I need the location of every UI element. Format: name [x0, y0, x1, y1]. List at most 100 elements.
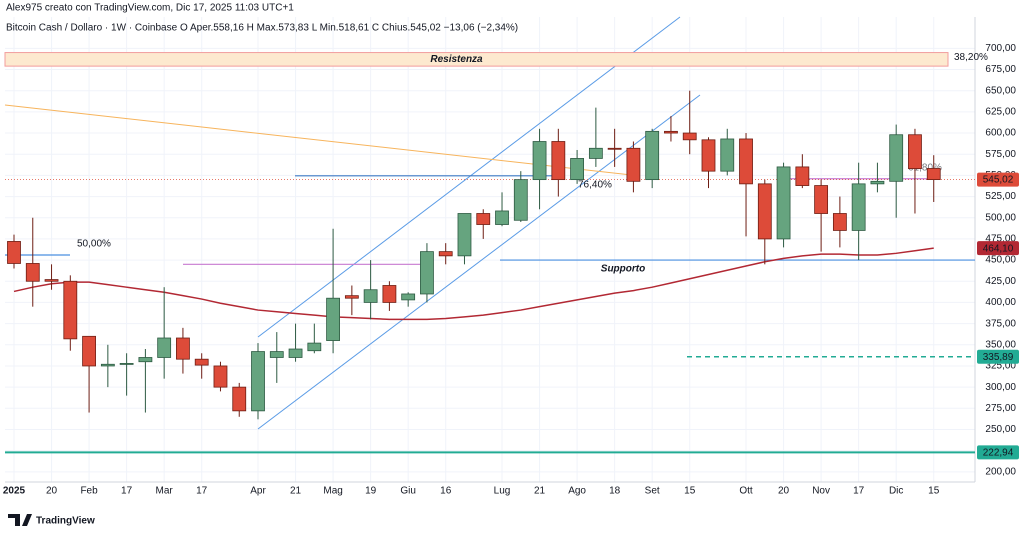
y-tick-label: 650,00	[985, 85, 1016, 96]
price-label: 222,94	[983, 448, 1014, 459]
candle-body	[701, 139, 716, 172]
level-label: 61,80%	[908, 162, 942, 173]
x-tick-label: Ago	[568, 486, 586, 497]
x-tick-label: 2025	[3, 486, 26, 497]
x-tick-label: Dic	[889, 486, 903, 497]
candle-body	[382, 285, 397, 303]
logo-icon	[8, 514, 32, 526]
candle-body	[513, 179, 528, 221]
candle-body	[100, 363, 115, 367]
resistance-zone	[4, 52, 949, 67]
candle-body	[776, 166, 791, 240]
candle-body	[626, 147, 641, 182]
level-label: Supporto	[601, 264, 645, 275]
candle-body	[570, 158, 584, 181]
y-tick-label: 300,00	[985, 382, 1016, 393]
candle-body	[63, 280, 78, 340]
x-tick-label: 20	[46, 486, 58, 497]
x-tick-label: Nov	[812, 486, 830, 497]
x-tick-label: Apr	[250, 486, 266, 497]
candle-body	[795, 166, 810, 186]
y-tick-label: 325,00	[985, 361, 1016, 372]
candle-body	[251, 351, 265, 412]
y-tick-label: 400,00	[985, 297, 1016, 308]
candle-body	[344, 295, 359, 299]
y-tick-label: 450,00	[985, 255, 1016, 266]
y-tick-label: 350,00	[985, 339, 1016, 350]
fib-label: 38,20%	[954, 52, 988, 63]
x-tick-label: Feb	[80, 486, 98, 497]
candle-body	[457, 213, 472, 257]
candle-body	[720, 138, 735, 172]
header: Alex975 creato con TradingView.com, Dic …	[6, 3, 294, 14]
candle-body	[926, 168, 941, 181]
y-tick-label: 575,00	[985, 149, 1016, 160]
candle-body	[307, 342, 322, 352]
level-label: 76,40%	[578, 179, 612, 190]
logo-text: TradingView	[36, 516, 95, 527]
y-tick-label: 625,00	[985, 107, 1016, 118]
x-tick-label: 19	[365, 486, 377, 497]
x-tick-label: 15	[684, 486, 696, 497]
x-tick-label: Lug	[494, 486, 511, 497]
x-tick-label: 15	[928, 486, 940, 497]
price-label: 545,02	[983, 175, 1014, 186]
x-tick-label: Ott	[739, 486, 753, 497]
candle-body	[7, 241, 21, 264]
candle-body	[682, 132, 697, 141]
x-tick-label: 20	[778, 486, 790, 497]
y-tick-label: 675,00	[985, 64, 1016, 75]
candle-body	[438, 251, 453, 257]
candle-body	[44, 279, 59, 282]
candle-body	[194, 358, 209, 366]
candle-body	[25, 263, 40, 282]
candle-body	[832, 213, 847, 231]
candle-body	[607, 147, 622, 150]
price-label-box	[977, 445, 1019, 460]
y-tick-label: 275,00	[985, 403, 1016, 414]
candle-body	[401, 293, 416, 301]
level-label: 50,00%	[77, 239, 111, 250]
x-tick-label: Mag	[323, 486, 342, 497]
y-tick-label: 375,00	[985, 318, 1016, 329]
y-tick-label: 475,00	[985, 234, 1016, 245]
candle-body	[814, 185, 829, 214]
y-tick-label: 425,00	[985, 276, 1016, 287]
y-tick-label: 500,00	[985, 212, 1016, 223]
y-tick-label: 525,00	[985, 191, 1016, 202]
channel-upper	[257, 16, 681, 338]
candle-body	[588, 147, 603, 159]
x-tick-label: Set	[645, 486, 660, 497]
moving-average	[13, 247, 934, 321]
price-label-box	[977, 172, 1019, 187]
candle-body	[119, 363, 134, 365]
x-tick-label: Mar	[156, 486, 174, 497]
x-tick-label: 18	[609, 486, 621, 497]
candle-body	[664, 130, 678, 134]
price-label: 464,10	[983, 243, 1014, 254]
candle-body	[532, 141, 547, 181]
candle-body	[138, 357, 153, 363]
x-tick-label: 17	[196, 486, 208, 497]
candle-body	[232, 386, 247, 412]
x-tick-label: 17	[121, 486, 133, 497]
candle-body	[739, 138, 753, 185]
candle-body	[757, 183, 772, 240]
candle-body	[645, 130, 660, 181]
price-label: 335,89	[983, 352, 1014, 363]
candle-body	[551, 141, 566, 181]
x-tick-label: 21	[290, 486, 302, 497]
candle-body	[851, 183, 866, 231]
price-label-box	[977, 241, 1019, 256]
zone-label: Resistenza	[430, 54, 483, 65]
price-label-box	[977, 349, 1019, 364]
logo: TradingView	[8, 514, 95, 527]
x-tick-label: 17	[853, 486, 865, 497]
candle-body	[420, 251, 434, 295]
x-tick-label: 21	[534, 486, 546, 497]
candle-body	[82, 335, 96, 367]
candle-body	[157, 337, 172, 358]
y-tick-label: 600,00	[985, 128, 1016, 139]
